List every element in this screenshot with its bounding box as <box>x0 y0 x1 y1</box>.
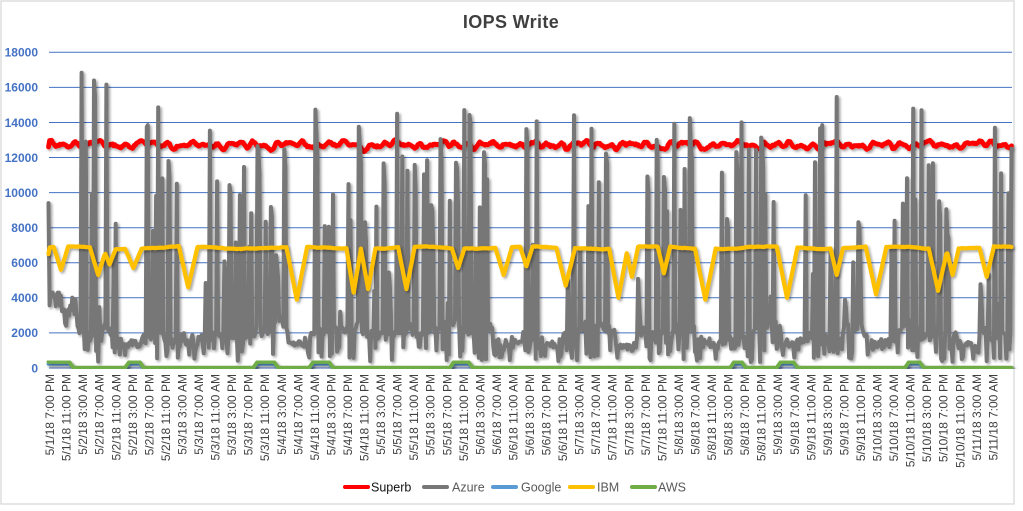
svg-text:5/8/18 3:00 PM: 5/8/18 3:00 PM <box>722 374 736 455</box>
svg-text:5/4/18 7:00 PM: 5/4/18 7:00 PM <box>341 374 355 455</box>
svg-text:14000: 14000 <box>5 116 39 130</box>
svg-text:5/5/18 11:00 PM: 5/5/18 11:00 PM <box>457 374 471 461</box>
svg-text:5/10/18 7:00 PM: 5/10/18 7:00 PM <box>937 374 951 462</box>
svg-text:5/3/18 7:00 AM: 5/3/18 7:00 AM <box>192 374 206 455</box>
svg-text:5/5/18 7:00 PM: 5/5/18 7:00 PM <box>440 374 454 455</box>
svg-text:5/10/18 7:00 AM: 5/10/18 7:00 AM <box>887 374 901 461</box>
svg-text:5/9/18 11:00 PM: 5/9/18 11:00 PM <box>854 374 868 461</box>
svg-text:5/8/18 11:00 AM: 5/8/18 11:00 AM <box>705 374 719 461</box>
svg-text:5/10/18 11:00 AM: 5/10/18 11:00 AM <box>904 374 918 467</box>
svg-text:5/6/18 11:00 PM: 5/6/18 11:00 PM <box>556 374 570 461</box>
svg-text:5/10/18 11:00 PM: 5/10/18 11:00 PM <box>953 374 967 468</box>
svg-text:5/4/18 11:00 AM: 5/4/18 11:00 AM <box>308 374 322 461</box>
svg-text:5/7/18 3:00 PM: 5/7/18 3:00 PM <box>622 374 636 455</box>
svg-text:5/9/18 11:00 AM: 5/9/18 11:00 AM <box>804 374 818 461</box>
svg-text:5/4/18 3:00 AM: 5/4/18 3:00 AM <box>275 374 289 455</box>
svg-text:5/2/18 3:00 AM: 5/2/18 3:00 AM <box>76 374 90 455</box>
svg-text:16000: 16000 <box>5 81 39 95</box>
svg-text:5/2/18 7:00 PM: 5/2/18 7:00 PM <box>142 374 156 455</box>
svg-text:5/1/18 11:00 PM: 5/1/18 11:00 PM <box>60 374 74 461</box>
svg-text:5/7/18 11:00 PM: 5/7/18 11:00 PM <box>655 374 669 461</box>
svg-text:12000: 12000 <box>5 151 39 165</box>
svg-text:4000: 4000 <box>11 291 38 305</box>
svg-text:AWS: AWS <box>658 481 686 495</box>
svg-text:5/6/18 3:00 AM: 5/6/18 3:00 AM <box>473 374 487 455</box>
svg-text:Azure: Azure <box>452 481 485 495</box>
svg-text:5/2/18 3:00 PM: 5/2/18 3:00 PM <box>126 374 140 455</box>
svg-text:5/7/18 3:00 AM: 5/7/18 3:00 AM <box>573 374 587 455</box>
svg-text:5/8/18 3:00 AM: 5/8/18 3:00 AM <box>672 374 686 455</box>
svg-text:2000: 2000 <box>11 326 38 340</box>
svg-text:10000: 10000 <box>5 186 39 200</box>
svg-text:0: 0 <box>31 361 38 375</box>
svg-text:5/1/18 7:00 PM: 5/1/18 7:00 PM <box>43 374 57 455</box>
svg-text:IOPS Write: IOPS Write <box>463 12 559 32</box>
svg-text:5/2/18 7:00 AM: 5/2/18 7:00 AM <box>93 374 107 455</box>
svg-text:5/9/18 3:00 AM: 5/9/18 3:00 AM <box>771 374 785 455</box>
svg-text:5/8/18 7:00 AM: 5/8/18 7:00 AM <box>689 374 703 455</box>
svg-text:5/5/18 7:00 AM: 5/5/18 7:00 AM <box>391 374 405 455</box>
svg-text:5/8/18 11:00 PM: 5/8/18 11:00 PM <box>755 374 769 461</box>
svg-text:5/7/18 7:00 PM: 5/7/18 7:00 PM <box>639 374 653 455</box>
svg-text:5/9/18 3:00 PM: 5/9/18 3:00 PM <box>821 374 835 455</box>
svg-text:5/8/18 7:00 PM: 5/8/18 7:00 PM <box>738 374 752 455</box>
svg-text:5/4/18 7:00 AM: 5/4/18 7:00 AM <box>291 374 305 455</box>
svg-text:5/9/18 7:00 AM: 5/9/18 7:00 AM <box>788 374 802 455</box>
svg-text:8000: 8000 <box>11 221 38 235</box>
svg-text:5/9/18 7:00 PM: 5/9/18 7:00 PM <box>837 374 851 455</box>
svg-text:Google: Google <box>521 481 561 495</box>
svg-text:5/4/18 11:00 PM: 5/4/18 11:00 PM <box>358 374 372 461</box>
svg-text:Superb: Superb <box>371 481 411 495</box>
svg-text:5/7/18 7:00 AM: 5/7/18 7:00 AM <box>589 374 603 455</box>
svg-text:5/3/18 11:00 PM: 5/3/18 11:00 PM <box>258 374 272 461</box>
svg-text:5/6/18 7:00 PM: 5/6/18 7:00 PM <box>540 374 554 455</box>
svg-text:5/4/18 3:00 PM: 5/4/18 3:00 PM <box>324 374 338 455</box>
svg-text:5/5/18 3:00 PM: 5/5/18 3:00 PM <box>424 374 438 455</box>
svg-text:18000: 18000 <box>5 46 39 60</box>
svg-text:5/6/18 7:00 AM: 5/6/18 7:00 AM <box>490 374 504 455</box>
svg-text:5/7/18 11:00 AM: 5/7/18 11:00 AM <box>606 374 620 461</box>
svg-text:5/3/18 7:00 PM: 5/3/18 7:00 PM <box>242 374 256 455</box>
svg-text:5/6/18 3:00 PM: 5/6/18 3:00 PM <box>523 374 537 455</box>
svg-text:5/3/18 11:00 AM: 5/3/18 11:00 AM <box>209 374 223 461</box>
svg-text:5/5/18 11:00 AM: 5/5/18 11:00 AM <box>407 374 421 461</box>
svg-text:5/6/18 11:00 AM: 5/6/18 11:00 AM <box>507 374 521 461</box>
svg-text:5/2/18 11:00 PM: 5/2/18 11:00 PM <box>159 374 173 461</box>
svg-text:5/11/18 7:00 AM: 5/11/18 7:00 AM <box>986 374 1000 461</box>
svg-text:5/3/18 3:00 PM: 5/3/18 3:00 PM <box>225 374 239 455</box>
svg-text:6000: 6000 <box>11 256 38 270</box>
svg-text:IBM: IBM <box>597 481 619 495</box>
svg-text:5/2/18 11:00 AM: 5/2/18 11:00 AM <box>109 374 123 461</box>
svg-text:5/10/18 3:00 AM: 5/10/18 3:00 AM <box>871 374 885 461</box>
svg-text:5/11/18 3:00 AM: 5/11/18 3:00 AM <box>970 374 984 461</box>
svg-text:5/3/18 3:00 AM: 5/3/18 3:00 AM <box>176 374 190 455</box>
svg-text:5/10/18 3:00 PM: 5/10/18 3:00 PM <box>920 374 934 462</box>
svg-text:5/5/18 3:00 AM: 5/5/18 3:00 AM <box>374 374 388 455</box>
